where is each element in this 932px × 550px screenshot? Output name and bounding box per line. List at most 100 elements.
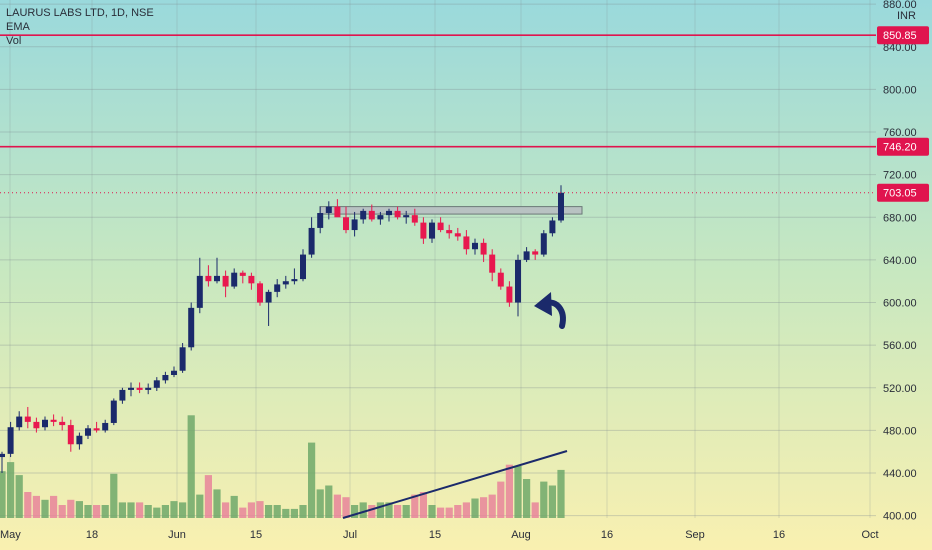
volume-bar xyxy=(394,505,402,518)
volume-bar xyxy=(41,499,49,518)
volume-bar xyxy=(239,507,247,518)
volume-bar xyxy=(411,494,419,518)
candle-body xyxy=(540,233,547,255)
candle-body xyxy=(343,217,349,231)
time-tick-label: 18 xyxy=(86,529,98,541)
volume-bar xyxy=(445,507,453,518)
candle-body xyxy=(274,284,281,292)
price-tag-label: 703.05 xyxy=(883,188,917,200)
volume-bar xyxy=(359,502,367,518)
candle-body xyxy=(33,421,40,429)
symbol-title[interactable]: LAURUS LABS LTD, 1D, NSE xyxy=(6,7,154,19)
price-tag-box xyxy=(877,137,929,156)
candle-body xyxy=(420,222,427,239)
volume-bar xyxy=(308,442,316,518)
volume-bar xyxy=(93,505,101,518)
candle-body xyxy=(360,210,367,220)
candle-body xyxy=(205,275,212,282)
currency-label: INR xyxy=(897,10,916,22)
price-tick-label: 720.00 xyxy=(883,170,917,182)
volume-bar xyxy=(136,502,144,518)
volume-bar xyxy=(84,505,92,518)
candle-body xyxy=(85,428,91,436)
candle-body xyxy=(153,380,160,388)
resistance-zone xyxy=(319,206,583,215)
candle-body xyxy=(119,389,126,401)
volume-bar xyxy=(548,485,556,518)
volume-indicator-label[interactable]: Vol xyxy=(6,35,22,47)
price-tick-label: 760.00 xyxy=(883,127,917,139)
chart-legend: LAURUS LABS LTD, 1D, NSE EMA Vol xyxy=(6,6,154,48)
candle-body xyxy=(351,219,358,231)
volume-bar xyxy=(488,494,496,518)
volume-bar xyxy=(187,415,195,518)
time-axis[interactable]: May 18 Jun 15 Jul 15 Aug 16 Sep 16 Oct xyxy=(0,529,879,541)
volume-bar xyxy=(101,505,109,518)
candle-body xyxy=(196,275,203,308)
candle-body xyxy=(411,215,418,223)
volume-bar xyxy=(514,466,522,518)
volume-bar xyxy=(531,502,539,518)
volume-bar xyxy=(523,479,531,518)
price-tick-label: 680.00 xyxy=(883,212,917,224)
price-tag-label: 850.85 xyxy=(883,30,917,42)
price-tag-box xyxy=(877,26,929,45)
price-tick-label: 800.00 xyxy=(883,84,917,96)
candle-body xyxy=(93,428,100,431)
volume-bar xyxy=(0,471,6,518)
candle-body xyxy=(454,233,461,237)
volume-bar xyxy=(265,505,273,518)
candle-body xyxy=(231,272,238,287)
volume-bar xyxy=(325,485,333,518)
volume-bar xyxy=(342,497,350,518)
volume-bar xyxy=(316,489,324,518)
volume-bar xyxy=(24,492,32,518)
candle-body xyxy=(403,215,410,218)
candle-body xyxy=(136,387,143,390)
candle-body xyxy=(497,272,504,287)
candle-body xyxy=(24,416,31,422)
candle-body xyxy=(463,236,470,250)
time-tick-label: Jul xyxy=(343,529,357,541)
price-axis[interactable]: 400.00 440.00 480.00 520.00 560.00 600.00 640.… xyxy=(877,0,929,523)
price-tick-label: 400.00 xyxy=(883,511,917,523)
candle-body xyxy=(446,230,453,234)
ema-indicator-label[interactable]: EMA xyxy=(6,21,30,33)
candles xyxy=(0,185,564,474)
candle-body xyxy=(145,387,152,390)
price-tick-label: 440.00 xyxy=(883,468,917,480)
volume-bar xyxy=(196,494,204,518)
candle-body xyxy=(239,272,246,276)
volume-bar xyxy=(376,502,384,518)
time-tick-label: 15 xyxy=(429,529,441,541)
volume-bar xyxy=(179,502,187,518)
candle-body xyxy=(558,192,564,221)
candle-body xyxy=(76,435,83,445)
candle-body xyxy=(532,251,539,255)
volume-bar xyxy=(118,502,126,518)
candle-body xyxy=(16,416,23,428)
reversal-arrow-icon xyxy=(534,292,566,329)
volume-bar xyxy=(213,489,221,518)
candle-body xyxy=(472,242,478,250)
candle-body xyxy=(317,213,324,228)
volume-trendline-segment xyxy=(342,450,568,519)
candle-body xyxy=(102,422,109,431)
candle-body xyxy=(222,275,229,287)
horizontal-levels xyxy=(0,34,876,194)
volume-bar xyxy=(75,501,83,518)
volume-bar xyxy=(540,481,548,518)
candle-body xyxy=(7,427,14,454)
volume-bar xyxy=(299,505,307,518)
candle-body xyxy=(188,307,195,348)
resistance-zone-box xyxy=(319,206,583,215)
time-tick-label: Aug xyxy=(511,529,531,541)
candle-body xyxy=(179,347,186,371)
volume-bar xyxy=(428,505,436,518)
candle-body xyxy=(308,227,315,255)
candle-body xyxy=(515,259,521,303)
price-tick-label: 520.00 xyxy=(883,383,917,395)
